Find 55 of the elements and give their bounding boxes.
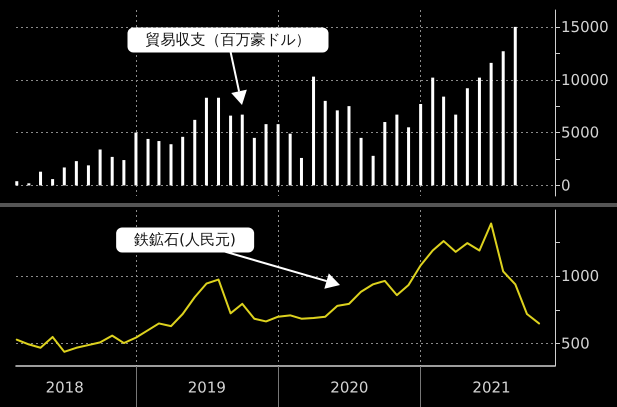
bar <box>395 114 398 186</box>
bar <box>478 78 481 186</box>
y-tick-label: 5000 <box>561 124 600 142</box>
bar <box>146 138 150 186</box>
x-tick-label: 2020 <box>330 378 368 396</box>
bar <box>264 124 268 186</box>
annotation: 貿易収支（百万豪ドル） <box>128 28 328 52</box>
bar <box>110 156 114 186</box>
bar <box>372 156 375 186</box>
bar <box>15 181 18 186</box>
bar <box>431 78 434 186</box>
bar <box>324 100 327 186</box>
bar <box>454 114 458 186</box>
x-tick-label: 2021 <box>472 378 511 396</box>
bar <box>217 98 220 186</box>
bar <box>86 165 90 186</box>
x-tick-label: 2019 <box>188 378 226 396</box>
bar <box>98 150 102 186</box>
bar <box>502 51 505 186</box>
bar <box>442 96 446 186</box>
bar <box>204 98 208 186</box>
bar <box>466 88 469 186</box>
x-tick-label: 2018 <box>46 378 84 396</box>
bar <box>514 26 517 186</box>
bar <box>122 160 126 186</box>
y-tick-label: 1000 <box>561 267 600 286</box>
bar <box>276 124 280 186</box>
annotation: 鉄鉱石(人民元) <box>116 228 254 252</box>
line-series <box>16 222 540 353</box>
y-tick-label: 15000 <box>561 18 609 36</box>
bar <box>360 138 363 186</box>
bar <box>181 136 184 186</box>
bar <box>157 141 160 186</box>
bar <box>347 106 350 186</box>
bar <box>336 110 339 186</box>
y-tick-label: 10000 <box>561 70 609 89</box>
bar <box>62 167 66 186</box>
bar <box>170 144 172 186</box>
bar <box>312 76 316 186</box>
bar <box>288 134 292 186</box>
bar <box>490 62 493 186</box>
bar <box>240 114 244 186</box>
bar <box>39 172 42 186</box>
bar <box>407 127 410 186</box>
bar <box>419 104 422 186</box>
bar <box>229 116 232 186</box>
y-tick-label: 500 <box>561 334 590 353</box>
bar <box>252 138 256 186</box>
y-tick-label: 0 <box>561 176 571 194</box>
bar <box>300 158 303 186</box>
bar <box>51 179 54 186</box>
bar <box>74 161 78 186</box>
bar <box>383 122 386 186</box>
bar <box>134 132 138 186</box>
bar <box>193 120 196 186</box>
